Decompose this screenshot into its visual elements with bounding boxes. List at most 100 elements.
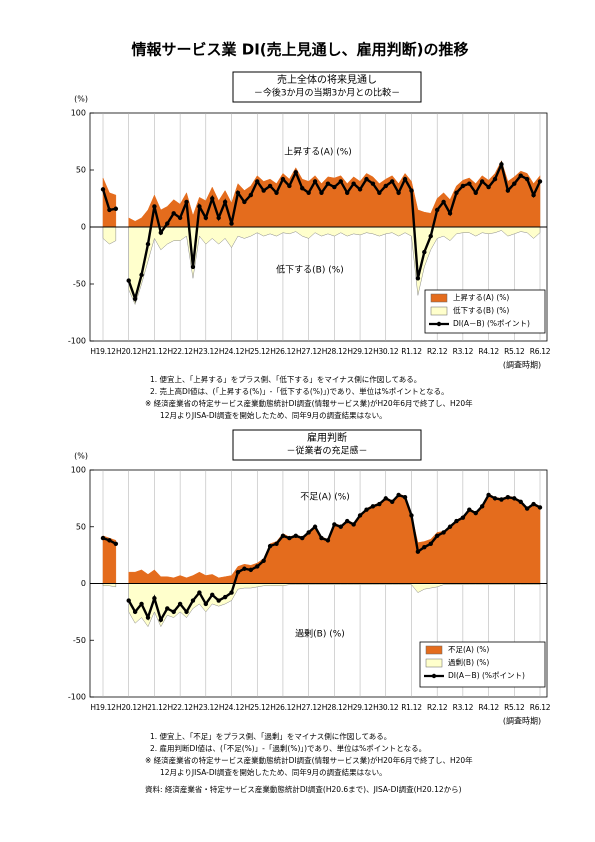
marker xyxy=(338,524,343,529)
marker xyxy=(473,510,478,516)
legend-swatch xyxy=(430,306,448,316)
marker xyxy=(332,184,337,190)
marker xyxy=(357,187,363,192)
marker xyxy=(287,535,292,541)
marker xyxy=(422,249,427,255)
annotation: 過剰(B) (%) xyxy=(295,628,345,640)
chart-title: 売上全体の将来見通し xyxy=(277,73,377,86)
chart-title-box xyxy=(232,429,422,461)
marker xyxy=(229,590,234,595)
y-tick-label: 50 xyxy=(76,522,86,531)
marker xyxy=(222,199,228,205)
marker xyxy=(370,181,376,186)
marker xyxy=(512,181,517,186)
marker xyxy=(203,601,209,607)
chart-title-box xyxy=(232,71,422,103)
y-tick-label: 0 xyxy=(81,579,86,588)
x-tick-label: H22.12 xyxy=(167,703,193,712)
y-tick-label: -100 xyxy=(68,693,86,702)
marker xyxy=(261,188,266,193)
x-tick-label: H19.12 xyxy=(90,347,116,356)
marker xyxy=(184,609,189,615)
marker xyxy=(396,190,401,195)
x-tick-label: H20.12 xyxy=(116,703,142,712)
marker xyxy=(467,507,472,512)
marker xyxy=(255,179,260,184)
marker xyxy=(229,221,234,226)
y-tick-label: -100 xyxy=(68,337,86,346)
marker xyxy=(107,538,112,543)
note: ※ 経済産業省の特定サービス産業動態統計DI調査(情報サービス業)がH20年6月… xyxy=(145,398,473,408)
marker xyxy=(293,533,298,539)
marker xyxy=(306,530,311,535)
marker xyxy=(505,495,511,500)
marker xyxy=(171,211,176,216)
marker xyxy=(441,199,446,205)
marker xyxy=(389,179,395,184)
marker xyxy=(171,609,176,615)
x-tick-label: R2.12 xyxy=(427,347,448,356)
marker xyxy=(280,533,286,539)
marker xyxy=(222,594,228,600)
note: 1. 便宜上、「上昇する」をプラス側、「低下する」をマイナス側に作図してある。 xyxy=(150,374,421,384)
marker xyxy=(460,183,466,189)
y-tick-label: 0 xyxy=(81,223,86,232)
marker xyxy=(210,196,215,201)
marker xyxy=(531,501,536,507)
marker xyxy=(512,496,517,501)
x-tick-label: R6.12 xyxy=(530,703,551,712)
legend-label: DI(A－B) (%ポイント) xyxy=(453,319,530,328)
marker xyxy=(422,544,427,550)
marker xyxy=(145,615,151,620)
marker xyxy=(454,190,459,195)
marker xyxy=(364,507,369,512)
x-tick-label: H22.12 xyxy=(167,347,193,356)
marker xyxy=(126,598,131,603)
marker xyxy=(454,518,459,524)
marker xyxy=(139,601,144,607)
marker xyxy=(300,186,305,191)
marker xyxy=(197,590,202,595)
marker xyxy=(499,497,504,502)
legend-swatch xyxy=(430,293,448,303)
marker xyxy=(499,162,504,167)
marker xyxy=(248,192,254,198)
y-axis-label: (%) xyxy=(74,452,88,461)
marker xyxy=(524,506,530,511)
x-tick-label: R5.12 xyxy=(504,347,525,356)
marker xyxy=(132,609,138,615)
x-tick-label: H29.12 xyxy=(347,703,373,712)
x-axis-label: (調査時期) xyxy=(503,716,541,726)
y-tick-label: -50 xyxy=(73,636,86,645)
x-tick-label: R2.12 xyxy=(427,703,448,712)
marker xyxy=(197,204,202,209)
marker xyxy=(447,524,453,529)
marker xyxy=(165,221,170,226)
marker xyxy=(312,179,318,184)
marker xyxy=(402,176,408,182)
marker xyxy=(274,541,279,546)
marker xyxy=(300,535,305,541)
marker xyxy=(293,170,298,175)
marker xyxy=(267,183,273,189)
marker xyxy=(409,188,414,193)
marker xyxy=(537,179,543,184)
note: 1. 便宜上、「不足」をプラス側、「過剰」をマイナス側に作図してある。 xyxy=(150,731,391,741)
marker xyxy=(267,543,273,549)
marker xyxy=(447,211,453,216)
x-tick-label: H30.12 xyxy=(373,347,399,356)
marker xyxy=(235,569,241,575)
legend-swatch xyxy=(425,658,443,668)
marker xyxy=(210,592,215,598)
marker xyxy=(428,233,433,239)
x-axis-label: (調査時期) xyxy=(503,360,541,370)
marker xyxy=(505,188,511,193)
marker xyxy=(177,215,183,221)
marker xyxy=(537,505,543,510)
marker xyxy=(132,296,138,302)
marker xyxy=(415,549,421,554)
marker xyxy=(332,522,337,527)
x-tick-label: R4.12 xyxy=(478,703,499,712)
marker xyxy=(107,207,112,213)
marker xyxy=(486,492,491,498)
